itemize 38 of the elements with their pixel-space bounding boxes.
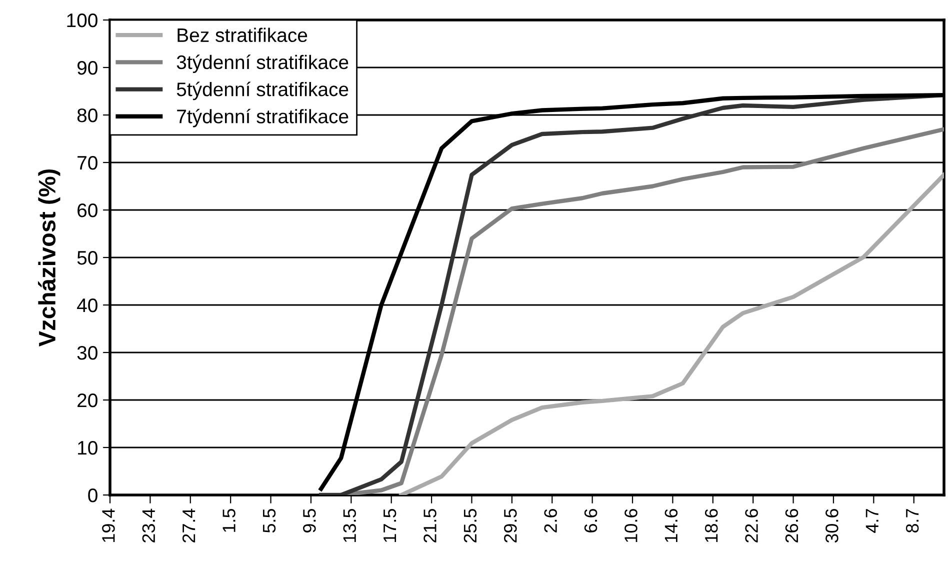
- x-tick-label: 2.6: [544, 508, 557, 532]
- y-tick-label: 100: [67, 13, 98, 28]
- x-tick-label: 19.4: [102, 508, 115, 542]
- x-tick-label: 21.5: [424, 508, 436, 542]
- y-axis-title: Vzcházivost (%): [38, 169, 60, 347]
- line-series: [399, 172, 944, 495]
- x-tick-label: 1.5: [222, 508, 236, 532]
- x-tick-label: 5.5: [263, 508, 276, 533]
- legend-label: 5týdenní stratifikace: [176, 82, 348, 100]
- x-tick-label: 13.5: [343, 508, 356, 542]
- x-tick-label: 6.6: [584, 508, 598, 532]
- x-tick-label: 9.5: [303, 508, 316, 532]
- y-tick-label: 30: [77, 346, 98, 360]
- x-tick-label: 17.5: [384, 508, 396, 542]
- y-tick-label: 50: [77, 250, 98, 265]
- y-tick-label: 70: [78, 156, 98, 170]
- x-tick-label: 27.4: [182, 508, 196, 542]
- y-tick-label: 20: [78, 393, 98, 408]
- x-tick-label: 18.6: [704, 508, 718, 542]
- y-tick-label: 60: [78, 203, 98, 218]
- x-tick-label: 30.6: [826, 508, 838, 543]
- x-tick-label: 29.5: [504, 508, 517, 542]
- y-tick-label: 80: [77, 108, 98, 122]
- x-tick-label: 4.7: [866, 509, 878, 533]
- x-tick-label: 23.4: [142, 508, 156, 542]
- legend-label: Bez stratifikace: [178, 28, 308, 42]
- x-tick-label: 22.6: [745, 508, 758, 542]
- y-tick-label: 90: [77, 60, 98, 75]
- x-tick-label: 26.6: [785, 508, 798, 542]
- y-tick-label: 40: [77, 298, 98, 312]
- x-tick-label: 25.5: [464, 508, 477, 542]
- x-tick-label: 8.7: [906, 509, 919, 533]
- y-tick-label: 0: [88, 488, 98, 502]
- y-tick-label: 10: [78, 440, 98, 455]
- x-tick-label: 14.6: [664, 508, 678, 542]
- legend-label: 7týdenní stratifikace: [177, 108, 348, 128]
- x-tick-label: 10.6: [624, 508, 638, 542]
- legend-label: 3týdenní stratifikace: [176, 54, 348, 74]
